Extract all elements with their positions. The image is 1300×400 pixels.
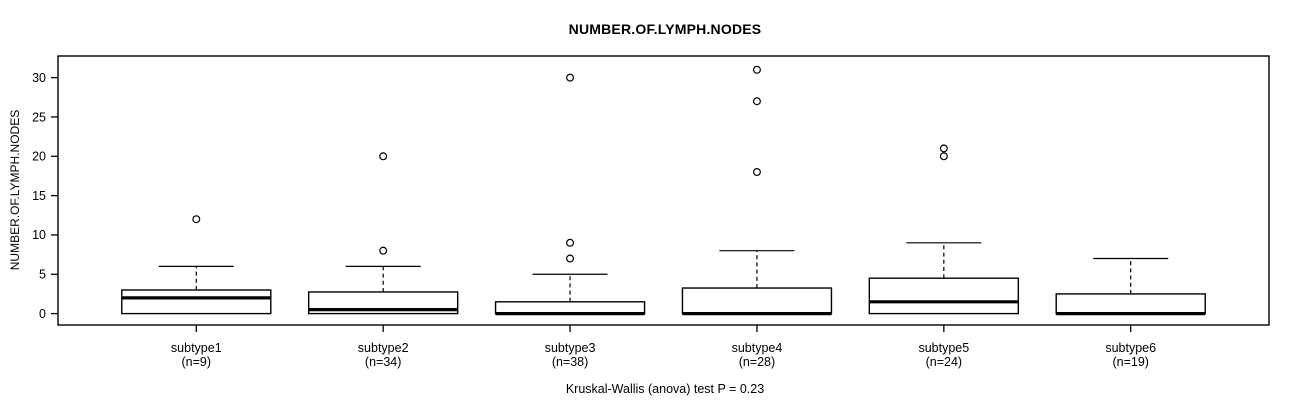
x-category-label: subtype4 — [732, 341, 783, 355]
x-category-label: subtype3 — [545, 341, 596, 355]
y-tick-label: 0 — [39, 307, 46, 321]
iqr-box — [494, 301, 646, 315]
iqr-box — [868, 277, 1020, 315]
boxplot-subtype3: subtype3(n=38) — [494, 73, 646, 369]
iqr-box — [1055, 293, 1206, 315]
outlier-point — [752, 168, 761, 177]
outlier-point — [192, 215, 201, 224]
y-tick-label: 25 — [32, 110, 46, 124]
outlier-point — [752, 97, 761, 106]
x-n-label: (n=38) — [552, 355, 588, 369]
y-tick-label: 5 — [39, 268, 46, 282]
outlier-point — [566, 238, 575, 247]
boxplot-subtype2: subtype2(n=34) — [307, 152, 459, 369]
iqr-box — [121, 289, 272, 315]
y-tick-label: 15 — [32, 189, 46, 203]
x-n-label: (n=19) — [1112, 355, 1148, 369]
plot-frame — [57, 55, 1270, 326]
outlier-point — [379, 152, 388, 161]
outlier-point — [939, 144, 948, 153]
stat-test-caption: Kruskal-Wallis (anova) test P = 0.23 — [565, 382, 765, 396]
outlier-point — [752, 65, 761, 74]
y-tick-label: 10 — [32, 228, 46, 242]
outlier-point — [939, 152, 948, 161]
x-n-label: (n=28) — [739, 355, 775, 369]
outlier-point — [566, 254, 575, 263]
boxplot-subtype1: subtype1(n=9) — [121, 215, 272, 369]
x-n-label: (n=24) — [926, 355, 962, 369]
x-category-label: subtype5 — [918, 341, 969, 355]
y-tick-label: 20 — [32, 150, 46, 164]
x-category-label: subtype2 — [358, 341, 409, 355]
x-category-label: subtype6 — [1105, 341, 1156, 355]
x-category-label: subtype1 — [171, 341, 222, 355]
y-tick-label: 30 — [32, 71, 46, 85]
x-n-label: (n=9) — [182, 355, 212, 369]
outlier-point — [379, 246, 388, 255]
boxplot-subtype6: subtype6(n=19) — [1055, 257, 1206, 369]
chart-title: NUMBER.OF.LYMPH.NODES — [568, 21, 762, 37]
boxplot-subtype5: subtype5(n=24) — [868, 144, 1020, 369]
x-n-label: (n=34) — [365, 355, 401, 369]
boxplot-subtype4: subtype4(n=28) — [681, 65, 833, 369]
outlier-point — [566, 73, 575, 82]
iqr-box — [681, 287, 833, 315]
